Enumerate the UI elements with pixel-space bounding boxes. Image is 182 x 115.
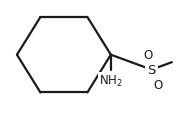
Text: O: O: [143, 48, 153, 61]
Text: O: O: [154, 78, 163, 91]
Text: S: S: [147, 64, 156, 76]
Text: NH$_2$: NH$_2$: [99, 73, 123, 88]
